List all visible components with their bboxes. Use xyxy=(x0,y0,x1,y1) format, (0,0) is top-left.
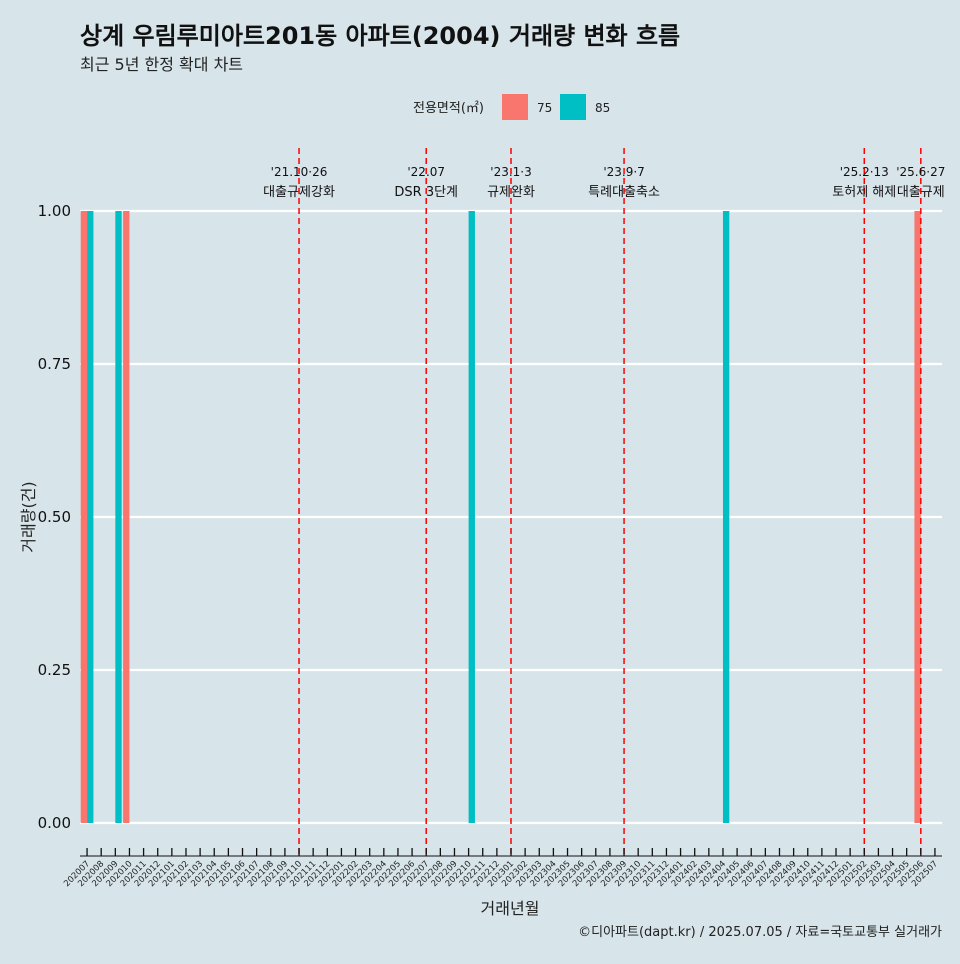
bar xyxy=(115,211,122,823)
bar xyxy=(468,211,475,823)
y-tick-label: 0.25 xyxy=(38,661,71,679)
legend-swatch xyxy=(560,94,586,120)
annotation-label: 대출규제 xyxy=(897,185,945,200)
bar xyxy=(914,211,921,823)
bar xyxy=(722,211,730,823)
chart-title: 상계 우림루미아트201동 아파트(2004) 거래량 변화 흐름 xyxy=(80,22,680,50)
bar xyxy=(80,211,88,823)
annotation-label: 토허제 해제 xyxy=(832,185,896,200)
annotation-date: '22.07 xyxy=(407,165,445,179)
annotation-date: '25.6·27 xyxy=(896,165,945,179)
legend-label: 85 xyxy=(595,101,610,115)
legend-label: 75 xyxy=(537,101,552,115)
x-axis-title: 거래년월 xyxy=(481,899,540,918)
annotation-date: '23.9·7 xyxy=(603,165,644,179)
legend-title: 전용면적(㎡) xyxy=(413,101,484,116)
legend: 전용면적(㎡) 75 85 xyxy=(413,94,610,120)
annotation-date: '21.10·26 xyxy=(271,165,328,179)
legend-swatch xyxy=(502,94,528,120)
y-tick-label: 0.50 xyxy=(38,508,71,526)
annotation-label: 특례대출축소 xyxy=(588,185,660,200)
annotation-date: '23.1·3 xyxy=(490,165,531,179)
annotation-label: 규제완화 xyxy=(487,185,535,200)
y-tick-label: 1.00 xyxy=(38,202,71,220)
annotation-label: 대출규제강화 xyxy=(263,185,335,200)
y-tick-label: 0.75 xyxy=(38,355,71,373)
y-tick-label: 0.00 xyxy=(38,814,71,832)
bar xyxy=(87,211,94,823)
annotation-label: DSR 3단계 xyxy=(394,185,458,200)
bar xyxy=(123,211,130,823)
chart-subtitle: 최근 5년 한정 확대 차트 xyxy=(80,55,243,74)
y-axis-title: 거래량(건) xyxy=(19,481,38,552)
annotation-date: '25.2·13 xyxy=(840,165,889,179)
caption: ©디아파트(dapt.kr) / 2025.07.05 / 자료=국토교통부 실… xyxy=(578,925,942,940)
